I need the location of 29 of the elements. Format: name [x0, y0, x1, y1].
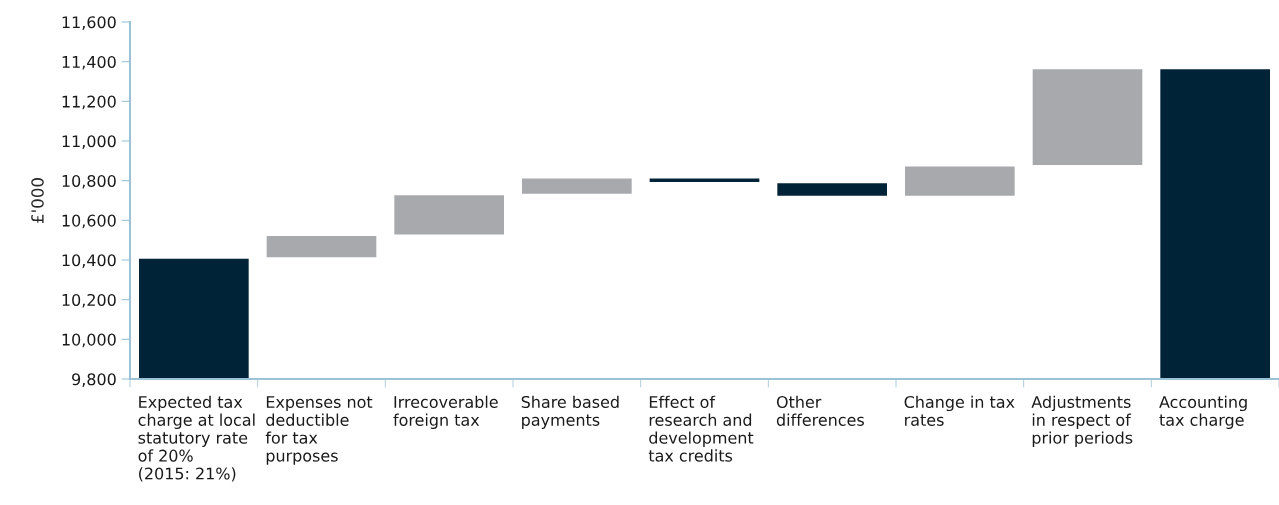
bar: [265, 234, 378, 259]
y-axis-title: £'000: [31, 178, 44, 223]
bar: [903, 165, 1017, 198]
x-tick-label: Other differences: [776, 395, 864, 426]
y-tick-label: 11,600: [62, 16, 116, 30]
bar: [137, 257, 251, 379]
y-tick-label: 10,800: [62, 174, 116, 189]
x-tick-label: Effect of research and development tax credits: [648, 395, 754, 462]
x-tick-label: Accounting tax charge: [1159, 395, 1247, 430]
x-tick-label: Expected tax charge at local statutory rate of 20% (2015: 21%): [138, 395, 255, 482]
bar: [1031, 67, 1144, 167]
y-tick-label: 11,200: [62, 95, 116, 110]
bar: [648, 176, 761, 184]
x-tick-label: Share based payments: [521, 395, 619, 430]
bar: [520, 176, 634, 196]
x-tick-label: Expenses not deductible for tax purposes: [265, 396, 373, 465]
y-tick-label: 10,400: [62, 254, 116, 268]
bar: [392, 193, 506, 236]
y-tick-label: 10,000: [62, 333, 116, 348]
x-tick-label: Change in tax rates: [904, 395, 1015, 426]
y-tick-label: 11,000: [62, 135, 116, 149]
y-tick-label: 10,200: [62, 293, 116, 308]
y-tick-label: 9,800: [72, 373, 116, 387]
x-tick-label: Adjustments in respect of prior periods: [1031, 395, 1133, 447]
x-tick-label: Irrecoverable foreign tax: [393, 395, 498, 430]
y-tick-label: 11,400: [62, 55, 116, 70]
bar: [1158, 67, 1272, 379]
y-tick-label: 10,600: [62, 214, 116, 229]
bar: [775, 181, 889, 198]
